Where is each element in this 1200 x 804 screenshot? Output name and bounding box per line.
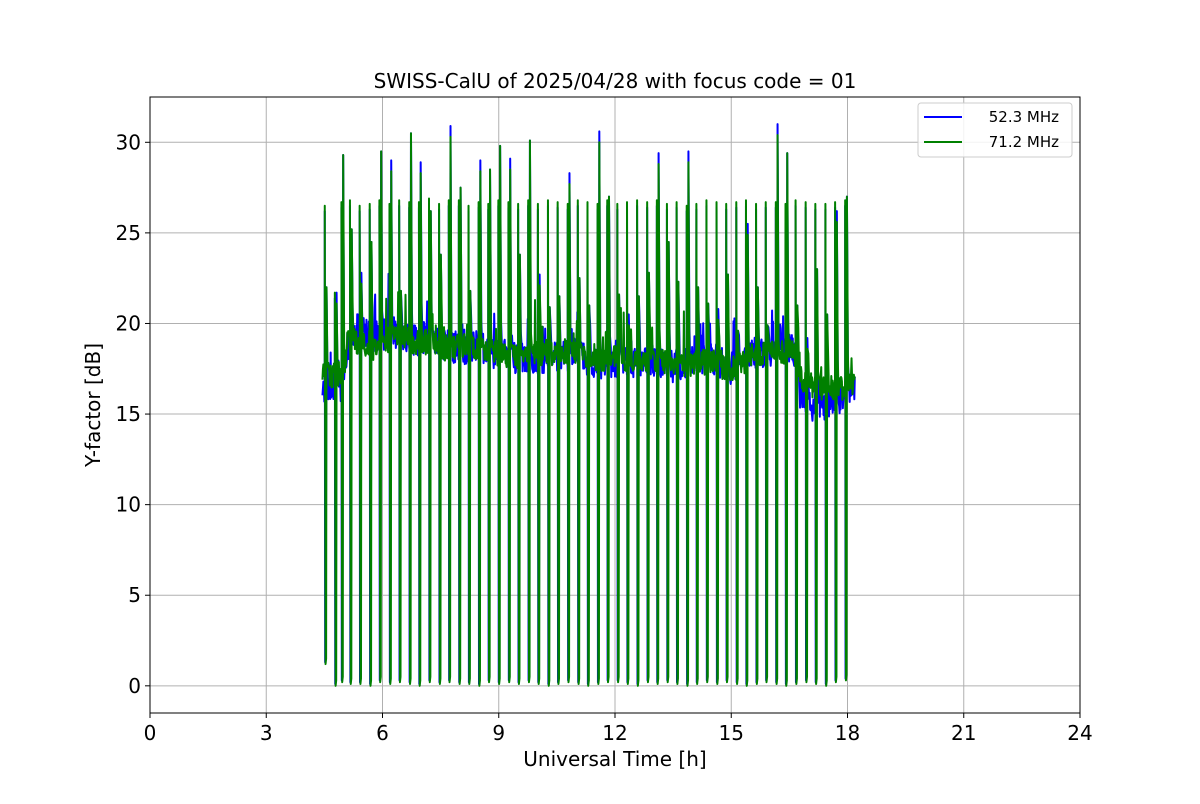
y-tick-label: 25 (116, 221, 141, 245)
x-tick-label: 24 (1067, 721, 1092, 745)
x-tick-label: 21 (951, 721, 976, 745)
x-tick-label: 3 (260, 721, 273, 745)
x-tick-label: 0 (144, 721, 157, 745)
legend-label: 52.3 MHz (989, 108, 1059, 126)
x-tick-label: 6 (376, 721, 389, 745)
y-tick-label: 5 (128, 583, 141, 607)
series-lines (321, 123, 856, 687)
x-tick-label: 18 (835, 721, 860, 745)
x-tick-label: 9 (492, 721, 505, 745)
series-line-2 (321, 132, 856, 687)
y-tick-label: 10 (116, 493, 141, 517)
legend-label: 71.2 MHz (989, 133, 1059, 151)
axis-ticks: 0 3 6 9 12 15 18 21 24 0 5 10 15 20 25 30 (116, 130, 1093, 745)
y-tick-label: 0 (128, 674, 141, 698)
y-tick-label: 20 (116, 311, 141, 335)
x-axis-label: Universal Time [h] (523, 747, 706, 771)
y-tick-label: 30 (116, 130, 141, 154)
chart-title: SWISS-CalU of 2025/04/28 with focus code… (374, 69, 857, 93)
x-tick-label: 15 (719, 721, 744, 745)
y-tick-label: 15 (116, 402, 141, 426)
x-tick-label: 12 (602, 721, 627, 745)
legend: 52.3 MHz 71.2 MHz (917, 102, 1073, 158)
y-axis-label: Y-factor [dB] (81, 343, 105, 468)
